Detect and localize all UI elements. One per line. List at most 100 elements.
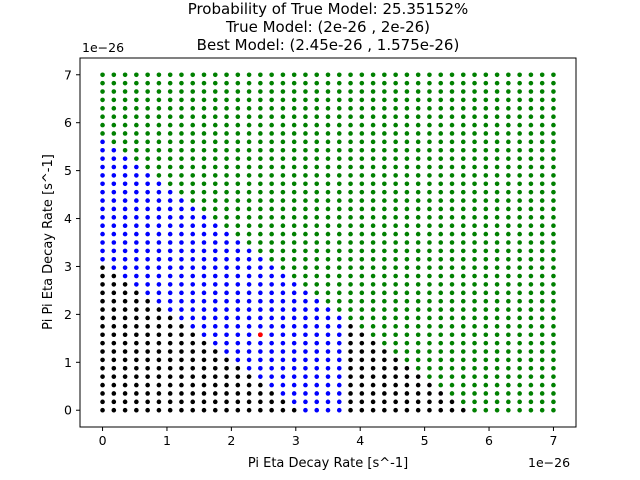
blue-point bbox=[325, 307, 331, 312]
green-point bbox=[382, 164, 387, 170]
black-point bbox=[190, 382, 196, 388]
blue-point bbox=[224, 349, 229, 354]
green-point bbox=[415, 97, 421, 103]
green-point bbox=[325, 156, 331, 161]
black-point bbox=[122, 391, 128, 396]
green-point bbox=[280, 198, 286, 203]
green-point bbox=[460, 340, 466, 346]
green-point bbox=[336, 231, 342, 237]
black-point bbox=[145, 298, 150, 304]
y-tick-label: 3 bbox=[64, 259, 72, 274]
green-point bbox=[370, 231, 376, 237]
green-point bbox=[472, 80, 477, 86]
green-point bbox=[517, 198, 522, 203]
black-point bbox=[258, 382, 263, 388]
black-point bbox=[145, 349, 150, 354]
green-point bbox=[167, 80, 173, 86]
black-point bbox=[179, 340, 184, 346]
green-point bbox=[483, 290, 489, 296]
blue-point bbox=[303, 399, 308, 405]
green-point bbox=[404, 215, 410, 220]
blue-point bbox=[201, 298, 207, 304]
green-point bbox=[382, 181, 387, 187]
black-point bbox=[415, 391, 421, 396]
black-point bbox=[427, 382, 432, 388]
green-point bbox=[494, 399, 500, 405]
green-point bbox=[393, 198, 398, 203]
black-point bbox=[415, 374, 421, 379]
blue-point bbox=[111, 189, 117, 195]
green-point bbox=[336, 265, 342, 270]
blue-point bbox=[100, 198, 105, 203]
green-point bbox=[483, 131, 489, 136]
green-point bbox=[291, 122, 297, 128]
green-point bbox=[449, 273, 455, 279]
green-point bbox=[551, 181, 556, 187]
green-point bbox=[212, 206, 218, 212]
green-point bbox=[235, 231, 241, 237]
blue-point bbox=[235, 248, 241, 254]
black-point bbox=[167, 332, 173, 338]
black-point bbox=[246, 407, 252, 413]
green-point bbox=[348, 131, 353, 136]
green-point bbox=[494, 139, 500, 145]
green-point bbox=[269, 256, 274, 262]
green-point bbox=[370, 181, 376, 187]
green-point bbox=[438, 273, 444, 279]
green-point bbox=[303, 206, 308, 212]
blue-point bbox=[314, 382, 320, 388]
black-point bbox=[370, 357, 376, 363]
green-point bbox=[483, 273, 489, 279]
green-point bbox=[494, 265, 500, 270]
black-point bbox=[111, 374, 117, 379]
green-point bbox=[494, 357, 500, 363]
blue-point bbox=[336, 391, 342, 396]
green-point bbox=[235, 114, 241, 119]
green-point bbox=[460, 97, 466, 103]
green-point bbox=[472, 240, 477, 245]
green-point bbox=[427, 189, 432, 195]
green-point bbox=[212, 156, 218, 161]
black-point bbox=[190, 357, 196, 363]
green-point bbox=[258, 114, 263, 119]
black-point bbox=[258, 399, 263, 405]
green-point bbox=[224, 89, 229, 94]
blue-point bbox=[190, 256, 196, 262]
green-point bbox=[506, 340, 511, 346]
green-point bbox=[370, 131, 376, 136]
black-point bbox=[145, 332, 150, 338]
green-point bbox=[201, 72, 207, 78]
green-point bbox=[438, 307, 444, 312]
green-point bbox=[472, 189, 477, 195]
green-point bbox=[134, 156, 139, 161]
green-point bbox=[156, 173, 162, 178]
black-point bbox=[393, 391, 398, 396]
blue-point bbox=[100, 189, 105, 195]
green-point bbox=[134, 80, 139, 86]
green-point bbox=[382, 290, 387, 296]
black-point bbox=[348, 374, 353, 379]
blue-point bbox=[212, 282, 218, 287]
green-point bbox=[235, 122, 241, 128]
green-point bbox=[539, 173, 545, 178]
blue-point bbox=[269, 357, 274, 363]
green-point bbox=[427, 114, 432, 119]
green-point bbox=[325, 173, 331, 178]
green-point bbox=[314, 189, 320, 195]
green-point bbox=[325, 164, 331, 170]
green-point bbox=[483, 139, 489, 145]
green-point bbox=[235, 173, 241, 178]
green-point bbox=[506, 265, 511, 270]
green-point bbox=[382, 156, 387, 161]
blue-point bbox=[212, 240, 218, 245]
green-point bbox=[539, 256, 545, 262]
blue-point bbox=[167, 273, 173, 279]
green-point bbox=[551, 240, 556, 245]
blue-point bbox=[167, 282, 173, 287]
green-point bbox=[258, 80, 263, 86]
blue-point bbox=[325, 382, 331, 388]
green-point bbox=[528, 189, 534, 195]
y-tick-label: 7 bbox=[64, 67, 72, 82]
